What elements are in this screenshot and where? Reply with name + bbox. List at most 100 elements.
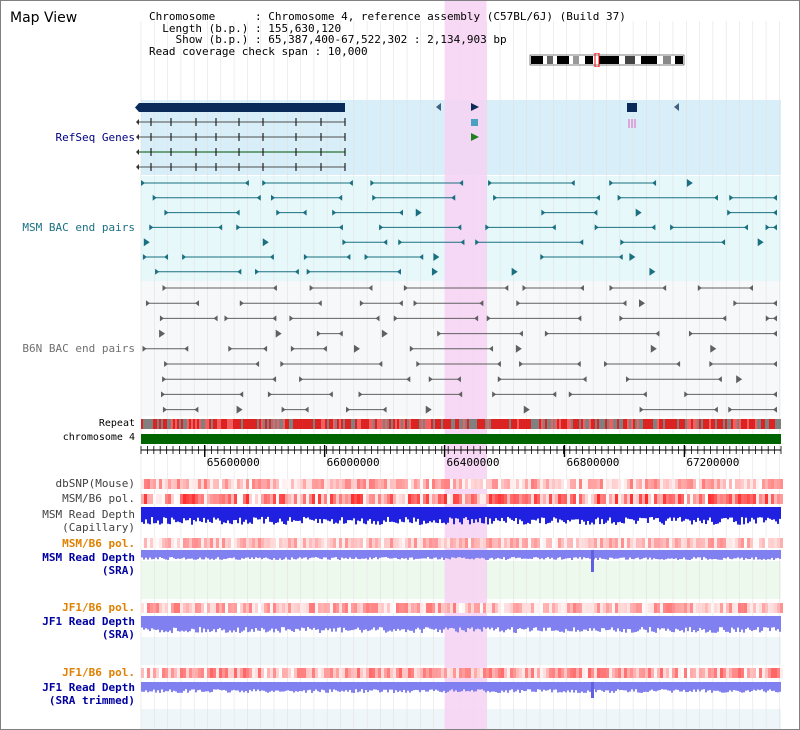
b6n-bac-end[interactable] xyxy=(378,361,383,367)
b6n-bac-end[interactable] xyxy=(413,300,418,307)
msm-bac-end[interactable] xyxy=(686,179,693,187)
jf1-read-depth-trimmed-label[interactable]: JF1 Read Depth xyxy=(42,681,135,694)
b6n-bac-end[interactable] xyxy=(290,345,295,352)
b6n-bac-end[interactable] xyxy=(142,345,147,352)
b6n-bac-end[interactable] xyxy=(515,344,522,353)
b6n-bac-end[interactable] xyxy=(255,361,260,367)
msm-bac-end[interactable] xyxy=(721,239,726,246)
msm-bac-end[interactable] xyxy=(306,268,311,275)
msm-bac-end[interactable] xyxy=(635,208,642,217)
msm-bac-end[interactable] xyxy=(459,180,464,186)
b6n-bac-end[interactable] xyxy=(710,344,717,353)
b6n-bac-end[interactable] xyxy=(162,406,167,413)
msm-bac-end[interactable] xyxy=(155,268,160,275)
msm-bac-end[interactable] xyxy=(396,268,401,275)
msm-bac-end[interactable] xyxy=(294,268,299,275)
msm-bac-end[interactable] xyxy=(182,254,187,260)
msm-bac-end[interactable] xyxy=(457,224,462,231)
msm-bac-end[interactable] xyxy=(629,253,636,261)
b6n-bac-end[interactable] xyxy=(655,330,660,337)
msm-bac-end[interactable] xyxy=(262,180,267,186)
b6n-bac-end[interactable] xyxy=(748,285,753,291)
msm-bac-end[interactable] xyxy=(729,194,734,201)
msm-bac-end[interactable] xyxy=(594,224,599,231)
b6n-bac-end[interactable] xyxy=(676,361,681,367)
msm-bac-end[interactable] xyxy=(370,180,375,186)
msm-bac-end[interactable] xyxy=(743,224,748,231)
b6n-bac-end[interactable] xyxy=(358,391,363,398)
b6n-bac-end[interactable] xyxy=(184,345,189,352)
b6n-bac-end[interactable] xyxy=(639,299,646,308)
b6n-bac-end[interactable] xyxy=(609,285,614,291)
b6n-bac-end[interactable] xyxy=(164,361,169,367)
msm-bac-end[interactable] xyxy=(511,267,518,276)
b6n-bac-end[interactable] xyxy=(289,315,294,322)
b6n-bac-end[interactable] xyxy=(582,376,587,383)
b6n-bac-end[interactable] xyxy=(228,345,233,352)
b6n-bac-end[interactable] xyxy=(398,300,403,307)
b6n-bac-end[interactable] xyxy=(773,330,777,337)
b6n-bac-end[interactable] xyxy=(159,329,166,338)
b6n-bac-end[interactable] xyxy=(773,300,777,307)
msm-bac-end[interactable] xyxy=(765,224,770,231)
b6n-bac-end[interactable] xyxy=(428,376,433,383)
b6n-bac-end[interactable] xyxy=(281,406,286,413)
b6n-bac-end[interactable] xyxy=(316,330,321,337)
msm-b6-pol-label[interactable]: MSM/B6 pol. xyxy=(62,492,135,505)
msm-bac-end[interactable] xyxy=(255,268,260,275)
b6n-bac-end[interactable] xyxy=(765,315,770,322)
msm-bac-end[interactable] xyxy=(364,254,369,260)
msm-bac-end[interactable] xyxy=(271,194,276,201)
b6n-bac-end[interactable] xyxy=(544,330,549,337)
b6n-bac-end[interactable] xyxy=(239,391,244,398)
b6n-bac-end[interactable] xyxy=(604,361,609,367)
b6n-bac-end[interactable] xyxy=(474,315,479,322)
b6n-bac-end[interactable] xyxy=(309,285,314,291)
b6n-bac-end[interactable] xyxy=(224,315,229,322)
msm-bac-end[interactable] xyxy=(235,209,240,216)
jf1-b6-pol-label[interactable]: JF1/B6 pol. xyxy=(62,601,135,614)
refseq-gene[interactable] xyxy=(471,133,479,141)
msm-bac-end[interactable] xyxy=(276,209,281,216)
b6n-bac-end[interactable] xyxy=(161,391,166,398)
b6n-bac-end[interactable] xyxy=(516,300,521,307)
b6n-bac-end[interactable] xyxy=(773,361,777,367)
msm-bac-end[interactable] xyxy=(618,254,623,260)
msm-bac-end[interactable] xyxy=(713,194,718,201)
b6n-bac-end[interactable] xyxy=(406,376,411,383)
msm-bac-end[interactable] xyxy=(415,208,422,217)
msm-bac-end[interactable] xyxy=(143,238,150,247)
msm-read-depth-capillary-label[interactable]: MSM Read Depth xyxy=(42,508,135,521)
msm-bac-end[interactable] xyxy=(237,268,242,275)
refseq-gene-arrow[interactable] xyxy=(135,103,139,112)
b6n-bac-end[interactable] xyxy=(662,285,667,291)
b6n-bac-end[interactable] xyxy=(236,405,243,414)
chromosome-bar[interactable] xyxy=(141,434,781,444)
refseq-transcript-arrow[interactable] xyxy=(136,119,139,125)
b6n-bac-end[interactable] xyxy=(518,330,523,337)
b6n-bac-end[interactable] xyxy=(213,315,218,322)
b6n-bac-end[interactable] xyxy=(479,300,484,307)
b6n-bac-end[interactable] xyxy=(353,344,360,353)
b6n-bac-end[interactable] xyxy=(162,376,167,383)
b6n-bac-end[interactable] xyxy=(625,376,630,383)
msm-bac-end[interactable] xyxy=(595,194,600,201)
b6n-bac-end[interactable] xyxy=(267,391,272,398)
msm-bac-end[interactable] xyxy=(149,224,154,231)
b6n-bac-end[interactable] xyxy=(684,391,689,398)
b6n-bac-end[interactable] xyxy=(458,391,463,398)
b6n-bac-end[interactable] xyxy=(194,406,199,413)
msm-bac-end[interactable] xyxy=(540,254,545,260)
jf1-read-depth-sra-label[interactable]: JF1 Read Depth xyxy=(42,615,135,628)
msm-bac-end[interactable] xyxy=(541,209,546,216)
b6n-bac-end[interactable] xyxy=(639,406,644,413)
b6n-bac-end[interactable] xyxy=(162,285,167,291)
b6n-bac-end[interactable] xyxy=(304,406,309,413)
b6n-bac-end[interactable] xyxy=(409,345,414,352)
repeat-label[interactable]: Repeat xyxy=(98,418,135,429)
msm-bac-end[interactable] xyxy=(617,194,622,201)
b6n-bac-end[interactable] xyxy=(497,376,502,383)
msm-bac-end[interactable] xyxy=(379,224,384,231)
b6n-bac-end[interactable] xyxy=(359,300,364,307)
